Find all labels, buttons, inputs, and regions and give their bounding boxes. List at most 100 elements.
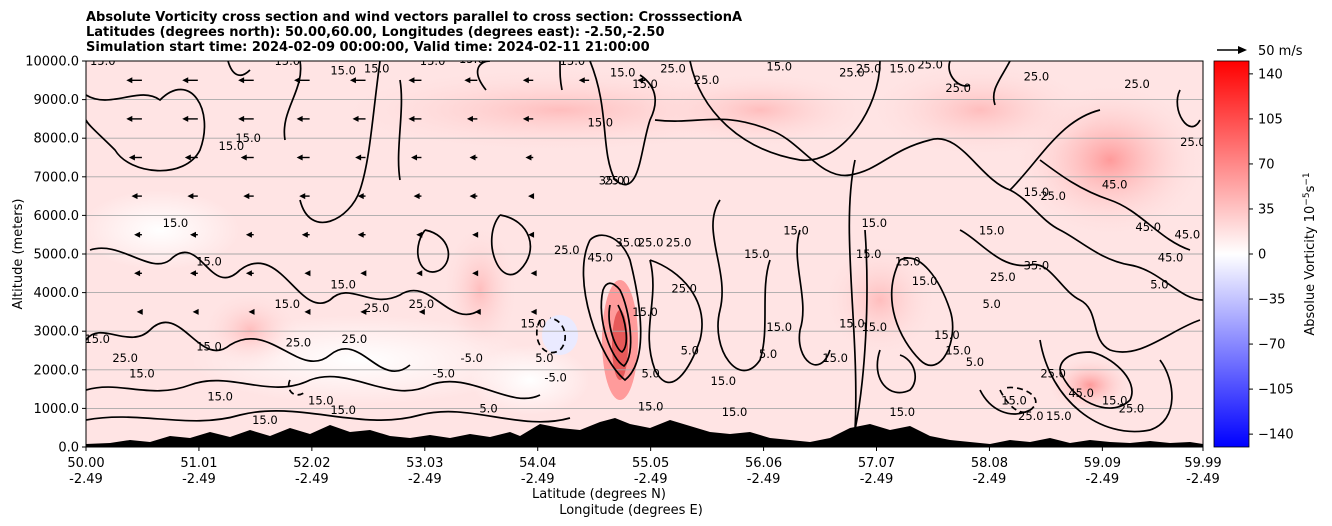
wind-vector [136, 308, 143, 315]
contour-label: 15.0 [889, 405, 915, 419]
contour-label: 15.0 [979, 224, 1005, 238]
y-tick-label: 8000.0 [34, 132, 80, 147]
colorbar-tick-label: −35 [1258, 293, 1285, 308]
contour-label: 15.0 [252, 413, 278, 427]
contour-label: 45.0 [1102, 177, 1128, 191]
quiver-key: 50 m/s [1217, 44, 1303, 59]
wind-vector [408, 115, 422, 122]
wind-vector [240, 154, 254, 161]
wind-vector [245, 270, 254, 277]
wind-vector [525, 154, 534, 161]
colorbar-label-unit: s [1303, 185, 1318, 192]
y-axis: 0.0 1000.0 2000.0 3000.0 4000.0 5000.0 6000.0 7… [25, 55, 86, 456]
y-tick-label: 2000.0 [34, 363, 80, 378]
contour-label: 15.0 [1001, 394, 1027, 408]
contour-label: 15.0 [588, 116, 614, 130]
contour-label: 15.0 [632, 77, 658, 91]
contour-label: 25.0 [1040, 367, 1066, 381]
wind-vector [528, 193, 535, 200]
contour-label: 25.0 [286, 336, 312, 350]
contour-label: 45.0 [1175, 228, 1201, 242]
x-tick-lon-label: -2.49 [69, 472, 103, 487]
contour-labels: 15.0 15.015.0 15.015.015.0 15.015.015.025.0… [84, 54, 1206, 427]
x-tick-lon-label: -2.49 [182, 472, 216, 487]
contour-label: 15.0 [744, 247, 770, 261]
contour-label: 25.0 [671, 282, 697, 296]
x-axis-label-latitude: Latitude (degrees N) [532, 487, 666, 502]
wind-vector [469, 154, 478, 161]
contour-label: 5.0 [983, 297, 1001, 311]
contour-label: 15.0 [856, 247, 882, 261]
contour-label: -5.0 [544, 370, 566, 384]
y-tick-label: 6000.0 [34, 209, 80, 224]
wind-vector [464, 77, 478, 84]
contour-label: 15.0 [207, 390, 233, 404]
contour-label: 15.0 [308, 394, 334, 408]
contour-label: 25.0 [1018, 409, 1044, 423]
contour-label: 15.0 [274, 54, 300, 68]
contour-label: 15.0 [766, 60, 792, 74]
wind-vector [190, 270, 198, 277]
x-tick-lon-label: -2.49 [747, 472, 781, 487]
wind-vector [413, 193, 422, 200]
contour-label: 15.0 [163, 216, 189, 230]
y-tick-label: 1000.0 [34, 402, 80, 417]
wind-vector [522, 115, 534, 122]
x-tick-lon-label: -2.49 [1186, 472, 1220, 487]
contour-label: 15.0 [1046, 409, 1072, 423]
wind-vector [248, 308, 255, 315]
wind-vector [360, 308, 367, 315]
wind-vector [184, 154, 198, 161]
contour-label: 15.0 [861, 216, 887, 230]
wind-vector [187, 193, 198, 200]
wind-vector [134, 231, 142, 238]
contour-label: 25.0 [660, 62, 686, 76]
horizontal-grid [86, 99, 1203, 409]
x-tick-lat-label: 55.05 [632, 456, 669, 471]
wind-vector [466, 115, 478, 122]
wind-vector [243, 193, 254, 200]
contour-label: 25.0 [839, 65, 865, 79]
colorbar-tick-label: 35 [1258, 202, 1275, 217]
wind-vector [128, 154, 142, 161]
wind-vector [238, 77, 254, 84]
contour-label: 35.0 [1024, 258, 1050, 272]
wind-vector [472, 231, 479, 238]
contour-label: 25.0 [112, 351, 138, 365]
wind-vector [418, 308, 425, 315]
y-tick-label: 7000.0 [34, 170, 80, 185]
contour-label: 15.0 [84, 332, 110, 346]
contour-label: 25.0 [666, 235, 692, 249]
wind-vector [190, 231, 198, 238]
wind-vector [357, 193, 366, 200]
contour-label: 25.0 [1040, 189, 1066, 203]
contour-label: 25.0 [342, 332, 368, 346]
contour-label: 15.0 [1102, 394, 1128, 408]
colorbar-tick-label: −105 [1258, 383, 1294, 398]
x-tick-lat-label: 51.01 [180, 456, 217, 471]
contour-label: 25.0 [945, 81, 971, 95]
title-line-2: Latitudes (degrees north): 50.00,60.00, … [86, 25, 665, 40]
contour-label: 15.0 [196, 340, 222, 354]
wind-vector [296, 154, 310, 161]
y-tick-label: 10000.0 [25, 55, 79, 70]
contour-label: 5.0 [479, 401, 497, 415]
wind-vector [474, 308, 481, 315]
contour-label: 45.0 [1068, 386, 1094, 400]
x-tick-lat-label: 53.03 [406, 456, 443, 471]
wind-vector [357, 231, 366, 238]
colorbar-label-main: Absolue Vorticity 10 [1303, 206, 1318, 336]
wind-vector [131, 193, 142, 200]
contour-label: 15.0 [722, 405, 748, 419]
contour-label: 25.0 [554, 243, 580, 257]
contour-label: 25.0 [1180, 135, 1206, 149]
contour-label: 25.0 [990, 270, 1016, 284]
wind-vector [294, 77, 310, 84]
x-axis-label-longitude: Longitude (degrees E) [559, 503, 703, 518]
contour-label: 15.0 [822, 351, 848, 365]
contour-label: 15.0 [235, 131, 261, 145]
wind-vector [352, 115, 366, 122]
contour-label: 25.0 [917, 58, 943, 72]
contour-label: 15.0 [945, 343, 971, 357]
